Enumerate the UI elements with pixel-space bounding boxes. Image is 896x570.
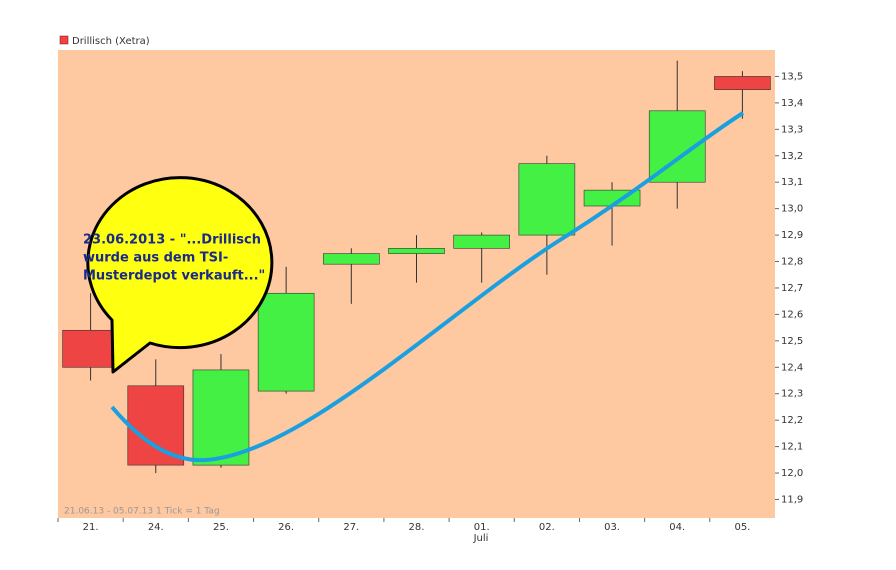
callout-line: wurde aus dem TSI- xyxy=(83,251,228,266)
x-tick-label: 24. xyxy=(148,522,164,533)
x-tick-label: 04. xyxy=(669,522,685,533)
trend-curve xyxy=(110,111,745,463)
candle-body xyxy=(192,369,250,466)
y-tick-label: 12,4 xyxy=(781,362,803,373)
y-tick-label: 13,1 xyxy=(781,177,803,188)
y-tick-label: 13,3 xyxy=(781,124,803,135)
candle-body xyxy=(257,292,315,392)
y-tick-label: 13,5 xyxy=(781,71,803,82)
y-tick-label: 13,0 xyxy=(781,204,803,215)
candle-body xyxy=(518,163,576,236)
y-tick-label: 12,7 xyxy=(781,283,803,294)
y-tick-label: 11,9 xyxy=(781,494,803,505)
y-tick-label: 12,3 xyxy=(781,389,803,400)
x-tick-label: 28. xyxy=(409,522,425,533)
candle-body xyxy=(323,253,380,265)
callout-line: 23.06.2013 - "...Drillisch xyxy=(83,233,261,248)
y-tick-label: 12,2 xyxy=(781,415,803,426)
x-tick-label: 02. xyxy=(539,522,555,533)
candle-body xyxy=(388,248,445,254)
x-tick-label: 03. xyxy=(604,522,620,533)
y-tick-label: 12,6 xyxy=(781,309,803,320)
y-tick-label: 12,1 xyxy=(781,442,803,453)
month-label: Juli xyxy=(473,533,489,544)
x-tick-label: 05. xyxy=(734,522,750,533)
candle-body xyxy=(714,76,771,90)
callout-text: 23.06.2013 - "...Drillisch wurde aus dem… xyxy=(83,233,265,284)
y-tick-label: 13,4 xyxy=(781,98,803,109)
x-tick-label: 21. xyxy=(83,522,99,533)
callout-line: Musterdepot verkauft..." xyxy=(83,269,265,284)
callout xyxy=(86,176,274,374)
footer: 21.06.13 - 05.07.13 1 Tick = 1 Tag xyxy=(64,507,220,517)
y-tick-label: 12,0 xyxy=(781,468,803,479)
x-tick-label: 27. xyxy=(343,522,359,533)
y-tick-label: 13,2 xyxy=(781,151,803,162)
y-tick-label: 12,9 xyxy=(781,230,803,241)
x-tick-label: 26. xyxy=(278,522,294,533)
y-tick-label: 12,8 xyxy=(781,257,803,268)
x-tick-label: 01. xyxy=(474,522,490,533)
legend-label: Drillisch (Xetra) xyxy=(72,36,150,47)
x-tick-label: 25. xyxy=(213,522,229,533)
y-tick-label: 12,5 xyxy=(781,336,803,347)
legend-swatch xyxy=(59,35,69,45)
candle-body xyxy=(453,234,510,249)
candle-body xyxy=(127,385,185,466)
candle-body xyxy=(62,329,119,368)
